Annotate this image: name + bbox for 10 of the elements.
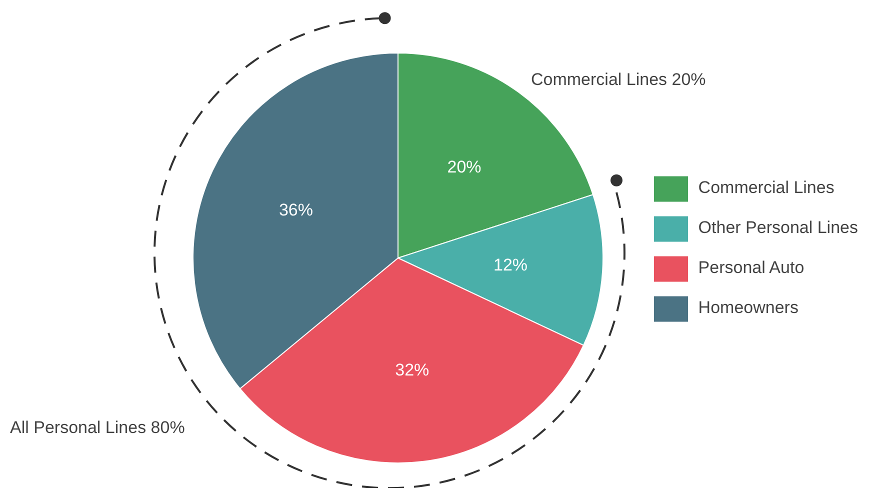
legend-label: Other Personal Lines — [698, 218, 858, 237]
legend-label: Homeowners — [698, 298, 798, 317]
data-label: 12% — [494, 256, 528, 275]
data-label: 36% — [278, 200, 313, 220]
legend-label: Commercial Lines — [698, 178, 834, 197]
legend-label: Personal Auto — [698, 258, 804, 277]
data-label: 32% — [395, 360, 430, 380]
data-label: 20% — [447, 157, 482, 176]
text: Commercial Lines 20% — [531, 70, 706, 90]
text: All Personal Lines 80% — [10, 418, 185, 438]
